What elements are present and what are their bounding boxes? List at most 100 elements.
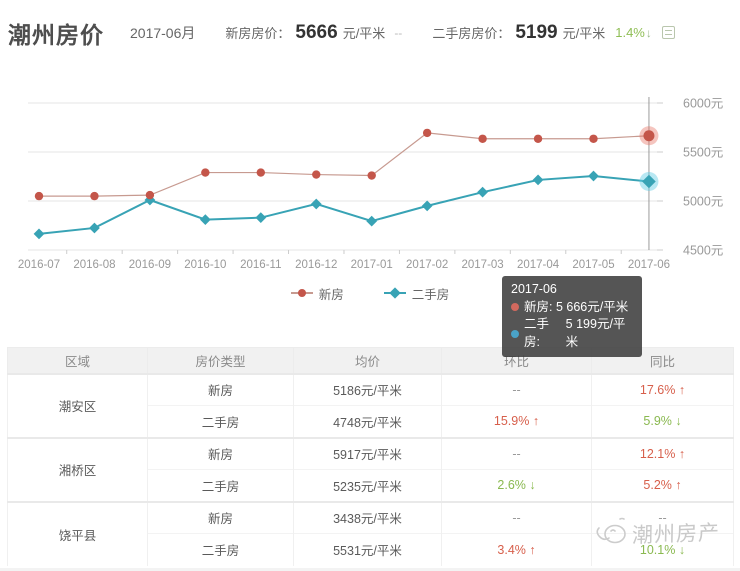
x-axis-label: 2016-07 — [18, 259, 60, 271]
data-point-二手房[interactable] — [89, 222, 100, 234]
price-cell: 5235元/平米 — [293, 469, 442, 502]
yoy-cell: -- — [591, 501, 734, 534]
col-type: 房价类型 — [147, 347, 294, 374]
tooltip-row-second: 二手房: 5 199元/平米 — [511, 316, 633, 351]
data-point-二手房[interactable] — [477, 186, 488, 198]
table-row: 二手房 4748元/平米 15.9% ↑ 5.9% ↓ — [8, 405, 734, 438]
yoy-cell: 5.2% ↑ — [591, 469, 734, 502]
table-row: 二手房 5235元/平米 2.6% ↓ 5.2% ↑ — [8, 469, 734, 502]
price-trend-chart[interactable]: 6000元 5500元 5000元 4500元 2016-07 2016-08 2016-0… — [0, 85, 740, 357]
data-point-新房[interactable] — [589, 134, 598, 143]
mom-cell: -- — [441, 373, 592, 406]
second-price-unit: 元/平米 — [562, 26, 606, 41]
data-point-新房[interactable] — [367, 171, 376, 180]
region-cell: 湘桥区 — [7, 437, 148, 502]
region-group-raoping: 饶平县 新房 3438元/平米 -- -- 二手房 5531元/平米 3.4% … — [7, 501, 734, 566]
region-cell: 潮安区 — [7, 373, 148, 438]
data-point-新房[interactable] — [256, 168, 265, 177]
x-axis-label: 2017-04 — [517, 259, 560, 271]
second-price-value: 5199 — [515, 21, 558, 43]
x-axis-label: 2016-08 — [73, 259, 115, 271]
data-point-新房[interactable] — [533, 134, 543, 143]
bottom-divider — [0, 568, 740, 571]
price-cell: 4748元/平米 — [293, 405, 442, 438]
data-point-新房[interactable] — [422, 128, 432, 138]
new-price-summary: 新房房价： 5666 元/平米 -- — [225, 22, 402, 44]
legend-new-label: 新房 — [318, 287, 344, 302]
chart-canvas[interactable]: 6000元 5500元 5000元 4500元 2016-07 2016-08 2016-0… — [0, 85, 740, 285]
yoy-cell: 17.6% ↑ — [591, 373, 734, 406]
data-point-二手房[interactable] — [366, 215, 378, 227]
second-price-change: 1.4% — [615, 25, 645, 40]
x-axis-label: 2017-02 — [406, 259, 448, 271]
data-point-新房[interactable] — [34, 191, 44, 201]
type-cell: 二手房 — [147, 469, 294, 502]
second-series-marker-icon — [383, 287, 406, 299]
tooltip-row-new: 新房: 5 666元/平米 — [511, 299, 633, 317]
col-avg-price: 均价 — [293, 347, 442, 374]
tooltip-second-label: 二手房: — [524, 317, 550, 349]
data-point-新房[interactable] — [90, 191, 99, 201]
data-point-二手房[interactable] — [532, 174, 544, 186]
data-point-二手房[interactable] — [642, 174, 656, 189]
data-point-新房[interactable] — [145, 190, 155, 200]
chart-tooltip: 2017-06 新房: 5 666元/平米 二手房: 5 199元/平米 — [502, 276, 642, 357]
type-cell: 新房 — [147, 373, 294, 406]
col-region: 区域 — [7, 347, 148, 374]
mom-cell: -- — [441, 501, 592, 534]
y-axis-label: 4500元 — [683, 244, 723, 258]
data-point-新房[interactable] — [643, 130, 655, 142]
page-title: 潮州房价 — [8, 21, 104, 48]
mom-cell: 2.6% ↓ — [441, 469, 592, 502]
x-axis-label: 2016-11 — [240, 259, 281, 271]
table-row: 潮安区 新房 5186元/平米 -- 17.6% ↑ — [7, 373, 734, 438]
data-point-二手房[interactable] — [588, 170, 599, 182]
price-cell: 5917元/平米 — [293, 437, 442, 470]
type-cell: 二手房 — [147, 533, 294, 566]
tooltip-second-value: 5 199元/平米 — [565, 317, 626, 349]
y-axis-label: 5500元 — [683, 146, 723, 160]
series-line-二手房 — [38, 175, 650, 235]
data-point-二手房[interactable] — [421, 200, 433, 212]
price-cell: 3438元/平米 — [293, 501, 442, 534]
x-axis-label: 2017-01 — [351, 259, 393, 271]
region-cell: 饶平县 — [7, 501, 148, 566]
arrow-down-icon: ↓ — [645, 25, 652, 40]
mom-cell: 3.4% ↑ — [441, 533, 592, 566]
tooltip-new-label: 新房: — [524, 299, 553, 314]
data-point-二手房[interactable] — [255, 212, 267, 224]
list-icon[interactable] — [661, 26, 675, 39]
second-series-dot-icon — [511, 329, 519, 338]
data-point-新房[interactable] — [201, 168, 210, 177]
page-header: 潮州房价 2017-06月 新房房价： 5666 元/平米 -- 二手房房价： … — [0, 0, 740, 57]
data-point-二手房[interactable] — [199, 214, 211, 225]
x-axis-label: 2016-10 — [184, 259, 226, 271]
y-axis-label: 5000元 — [683, 195, 723, 209]
second-price-summary: 二手房房价： 5199 元/平米 1.4% ↓ — [432, 22, 675, 44]
new-price-label: 新房房价： — [225, 26, 291, 41]
data-point-新房[interactable] — [312, 170, 321, 179]
data-point-二手房[interactable] — [310, 198, 322, 210]
new-price-change: -- — [394, 25, 403, 40]
yoy-cell: 12.1% ↑ — [591, 437, 734, 470]
tooltip-new-value: 5 666元/平米 — [555, 299, 629, 314]
x-axis-label: 2017-03 — [461, 259, 503, 271]
data-point-新房[interactable] — [478, 134, 487, 143]
x-axis-label: 2016-12 — [295, 259, 337, 271]
chart-legend: 新房 二手房 — [0, 283, 740, 303]
new-price-value: 5666 — [295, 21, 338, 43]
new-series-marker-icon — [290, 289, 313, 297]
table-row: 湘桥区 新房 5917元/平米 -- 12.1% ↑ — [7, 437, 734, 502]
data-point-二手房[interactable] — [33, 228, 45, 240]
x-axis-label: 2017-06 — [628, 259, 670, 271]
region-group-chaoan: 潮安区 新房 5186元/平米 -- 17.6% ↑ 二手房 4748元/平米 … — [7, 373, 734, 438]
legend-second-label: 二手房 — [411, 287, 450, 302]
price-cell: 5531元/平米 — [293, 533, 442, 566]
date-label: 2017-06月 — [130, 24, 196, 41]
region-group-xiangqiao: 湘桥区 新房 5917元/平米 -- 12.1% ↑ 二手房 5235元/平米 … — [7, 437, 734, 502]
yoy-cell: 10.1% ↓ — [591, 533, 734, 566]
legend-item-new[interactable]: 新房 — [290, 284, 344, 303]
yoy-cell: 5.9% ↓ — [591, 405, 734, 438]
legend-item-second[interactable]: 二手房 — [383, 284, 450, 303]
new-series-dot-icon — [511, 303, 519, 312]
